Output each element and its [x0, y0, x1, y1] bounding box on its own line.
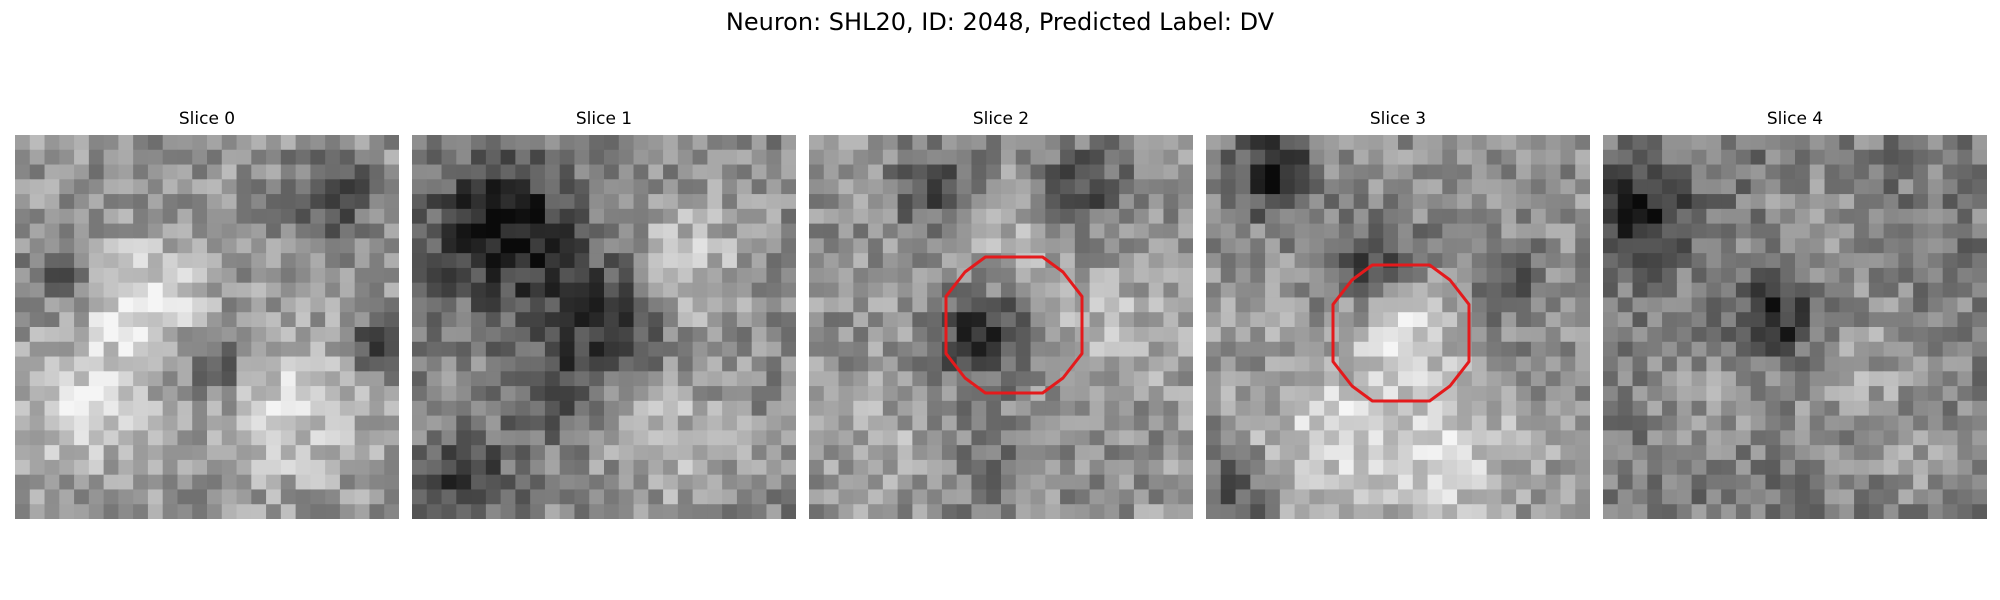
- slice-title: Slice 1: [575, 109, 633, 129]
- slice-image: [809, 135, 1193, 519]
- slice-panel-2: Slice 2: [809, 108, 1193, 519]
- slice-title: Slice 0: [178, 109, 236, 129]
- slice-panel-0: Slice 0: [15, 108, 399, 519]
- slice-panel-3: Slice 3: [1206, 108, 1590, 519]
- slice-image: [412, 135, 796, 519]
- slice-panel-4: Slice 4: [1603, 108, 1987, 519]
- slice-title: Slice 3: [1369, 109, 1427, 129]
- figure-title: Neuron: SHL20, ID: 2048, Predicted Label…: [725, 8, 1275, 36]
- slice-panel-1: Slice 1: [412, 108, 796, 519]
- roi-contour: [944, 255, 1084, 395]
- slice-image: [15, 135, 399, 519]
- slice-image: [1206, 135, 1590, 519]
- roi-contour: [1331, 263, 1471, 403]
- slice-title: Slice 4: [1766, 109, 1824, 129]
- slice-image: [1603, 135, 1987, 519]
- slice-title: Slice 2: [972, 109, 1030, 129]
